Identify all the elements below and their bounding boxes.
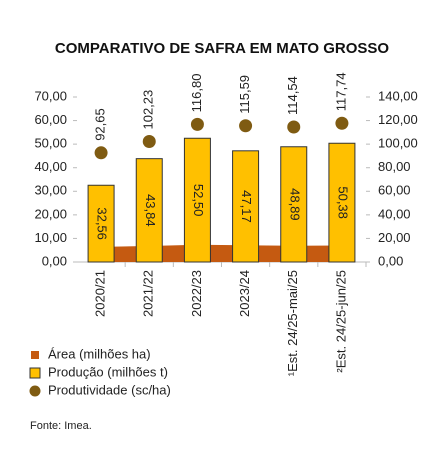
bar-value-label: 50,38 — [335, 186, 350, 219]
bar-value-label: 52,50 — [191, 184, 206, 217]
y2-tick-label: 40,00 — [378, 206, 411, 221]
dot-value-label: 116,80 — [189, 74, 204, 113]
source: Fonte: Imea. — [30, 420, 92, 432]
dot-value-label: 117,74 — [333, 72, 348, 111]
x-tick-label: 2020/21 — [93, 270, 108, 317]
y-tick-label: 60,00 — [34, 112, 67, 127]
legend-label: Área (milhões ha) — [48, 346, 151, 361]
y-tick-label: 0,00 — [42, 253, 67, 268]
y-tick-label: 50,00 — [34, 136, 67, 151]
y-tick-label: 20,00 — [34, 206, 67, 221]
dot-value-label: 92,65 — [93, 108, 108, 141]
y-tick-label: 40,00 — [34, 159, 67, 174]
x-tick-label: 2022/23 — [189, 270, 204, 317]
bar-value-label: 48,89 — [287, 188, 302, 221]
bar — [87, 184, 115, 263]
dot — [190, 117, 204, 131]
bar — [232, 150, 260, 263]
dot — [335, 116, 349, 130]
bar-value-label: 43,84 — [143, 194, 158, 227]
y2-tick-label: 120,00 — [378, 112, 418, 127]
legend-label: Produção (milhões t) — [48, 364, 168, 379]
legend-swatch — [31, 351, 39, 359]
dot — [239, 119, 253, 133]
y2-tick-label: 80,00 — [378, 159, 411, 174]
x-tick-label: 2023/24 — [237, 270, 252, 317]
dot — [142, 135, 156, 149]
dot — [287, 120, 301, 134]
legend-swatch — [29, 367, 41, 379]
y2-tick-label: 140,00 — [378, 88, 418, 103]
dot-value-label: 115,59 — [237, 75, 252, 114]
y2-tick-label: 0,00 — [378, 253, 403, 268]
bar — [328, 142, 356, 263]
y2-tick-label: 100,00 — [378, 136, 418, 151]
y-tick-label: 30,00 — [34, 183, 67, 198]
dot — [94, 146, 108, 160]
bar — [183, 137, 211, 263]
legend-swatch — [29, 385, 41, 397]
bar — [280, 146, 308, 263]
legend-label: Produtividade (sc/ha) — [48, 382, 171, 397]
y-tick-label: 70,00 — [34, 88, 67, 103]
x-tick-label: 2021/22 — [141, 270, 156, 317]
y-tick-label: 10,00 — [34, 230, 67, 245]
bar-value-label: 47,17 — [239, 190, 254, 223]
bar-value-label: 32,56 — [95, 207, 110, 240]
chart-title: COMPARATIVO DE SAFRA EM MATO GROSSO — [55, 40, 390, 57]
x-tick-label: ¹Est. 24/25-mai/25 — [285, 270, 300, 376]
y2-tick-label: 20,00 — [378, 230, 411, 245]
dot-value-label: 114,54 — [285, 76, 300, 115]
dot-value-label: 102,23 — [141, 90, 156, 130]
x-tick-label: ²Est. 24/25-jun/25 — [333, 270, 348, 373]
y2-tick-label: 60,00 — [378, 183, 411, 198]
bar — [135, 158, 163, 263]
